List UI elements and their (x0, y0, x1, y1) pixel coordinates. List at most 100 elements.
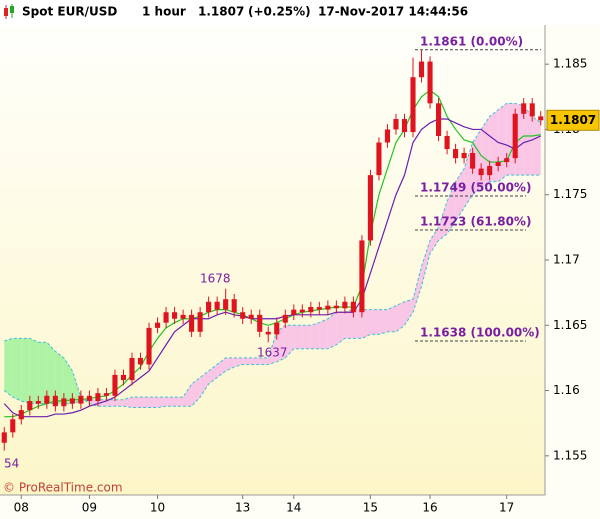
x-tick-label: 09 (82, 501, 97, 515)
candle-body (154, 322, 161, 328)
cloud-segment (285, 325, 294, 358)
cloud-segment (430, 227, 439, 254)
price-badge (546, 109, 600, 131)
candle-body (206, 301, 212, 313)
cloud-segment (114, 399, 124, 407)
cloud-segment (532, 116, 541, 176)
annotation: 54 (4, 457, 19, 471)
candle-body (146, 327, 152, 365)
candle-body (538, 116, 544, 121)
x-tick-label: 13 (235, 501, 250, 515)
candle-body (27, 401, 33, 411)
candle-body (103, 393, 109, 396)
cloud-segment (413, 266, 422, 313)
cloud-segment (242, 357, 252, 365)
candle-body (342, 301, 348, 309)
cloud-segment (21, 338, 30, 404)
candle-body (18, 410, 24, 420)
fib-label: 1.1749 (50.00%) (420, 181, 531, 195)
fib-label: 1.1638 (100.00%) (420, 325, 540, 339)
candle-body (512, 113, 518, 159)
x-tick-label: 15 (363, 501, 378, 515)
cloud-segment (63, 357, 73, 404)
candle-body (223, 299, 229, 310)
candle-body (367, 175, 373, 241)
timeframe: 1 hour (142, 5, 186, 19)
cloud-segment (200, 370, 209, 398)
candle-body (78, 395, 84, 404)
candle-body (172, 312, 178, 319)
change: (+0.25%) (248, 5, 311, 19)
candle-body (384, 129, 391, 143)
plot-layer: 1.1861 (0.00%) 1.1749 (50.00%) 1.1723 (61.… (1, 34, 544, 451)
candle-body (461, 152, 467, 159)
cloud-segment (336, 312, 345, 345)
candle-body (401, 119, 408, 133)
candle-body (231, 299, 237, 313)
cloud-segment (319, 318, 328, 349)
cloud-segment (123, 397, 132, 408)
x-tick-label: 08 (14, 501, 29, 515)
candle-body (257, 314, 263, 332)
watermark: © ProRealTime.com (3, 481, 123, 495)
candle-body (444, 135, 450, 150)
cloud-segment (523, 105, 533, 176)
candle-body (478, 168, 484, 176)
candle-body (376, 142, 382, 176)
cloud-segment (106, 399, 115, 407)
annotation: 1637 (257, 346, 288, 360)
cloud-segment (387, 305, 396, 332)
candle-body (44, 395, 50, 404)
cloud-segment (268, 331, 277, 365)
candle-body (470, 152, 476, 169)
header-icon (4, 4, 14, 19)
candle-body (180, 314, 186, 319)
candle-body (35, 401, 41, 404)
annotation: 1678 (200, 272, 231, 286)
cloud-segment (344, 309, 354, 339)
indicator-line (4, 89, 541, 418)
candle-body (410, 77, 416, 133)
cloud-segment (157, 397, 167, 408)
cloud-segment (438, 201, 448, 241)
candle-body (120, 374, 127, 381)
cloud-edge (3, 102, 542, 405)
cloud-segment (72, 370, 81, 404)
cloud-segment (259, 357, 269, 365)
cloud-segment (183, 384, 192, 407)
cloud-segment (404, 299, 414, 326)
candle-body (112, 374, 118, 396)
candle-body (95, 393, 101, 401)
candle-body (248, 314, 254, 319)
candle-body (265, 331, 271, 335)
cloud-segment (140, 397, 150, 408)
candle-body (299, 309, 305, 313)
y-tick-label: 1.17 (553, 253, 580, 267)
cloud-segment (46, 342, 56, 404)
candle-body (137, 357, 144, 365)
indicator-line (3, 118, 541, 418)
candle-body (274, 322, 280, 335)
datetime: 17-Nov-2017 14:44:56 (318, 5, 468, 19)
candle-body (418, 61, 425, 78)
candle-body (393, 119, 399, 130)
candle-body (291, 309, 297, 315)
candle-body (325, 305, 331, 310)
y-tick-label: 1.175 (553, 187, 587, 201)
cloud-segment (293, 325, 303, 349)
candle-body (316, 307, 322, 310)
candle-body (308, 307, 314, 313)
cloud-segment (29, 338, 39, 404)
candle-body (529, 103, 535, 117)
candle-body (240, 312, 246, 319)
candle-body (197, 312, 203, 332)
fib-label: 1.1861 (0.00%) (420, 34, 523, 48)
cloud-segment (131, 397, 141, 408)
x-tick-label: 10 (150, 501, 165, 515)
x-tick-label: 16 (422, 501, 437, 515)
candle-body (214, 301, 220, 310)
cloud-segment (310, 322, 320, 349)
y-tick-label: 1.185 (553, 57, 587, 71)
x-tick-label: 14 (286, 501, 301, 515)
cloud-segment (353, 309, 362, 339)
